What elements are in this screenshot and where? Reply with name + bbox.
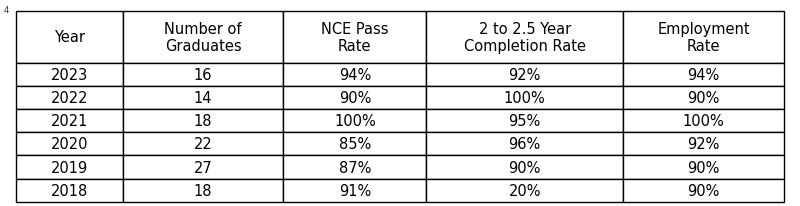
Text: 4: 4 — [3, 6, 9, 15]
